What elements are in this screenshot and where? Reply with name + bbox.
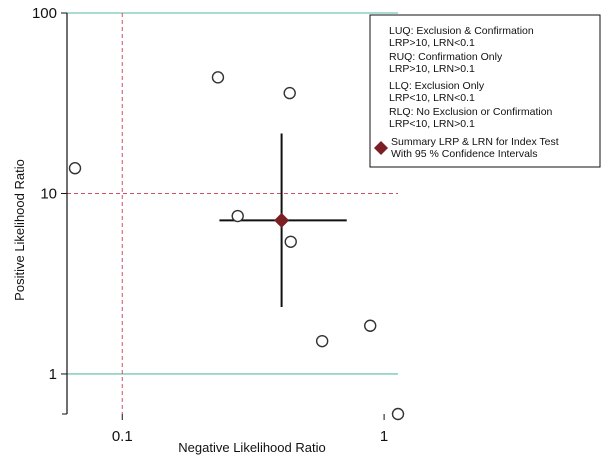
legend-ruq-rule: LRP>10, LRN>0.1	[389, 63, 475, 75]
y-axis-title: Positive Likelihood Ratio	[12, 159, 27, 301]
study-point-6	[315, 334, 329, 348]
x-axis-ticks: 0.1 1	[112, 414, 388, 445]
study-point-4	[231, 209, 244, 223]
study-point-2	[211, 71, 225, 84]
legend-summary-line1: Summary LRP & LRN for Index Test	[391, 136, 559, 148]
y-tick-label-10: 10	[40, 185, 57, 202]
reference-lines	[67, 12, 398, 414]
legend-box	[369, 14, 601, 168]
diamond-icon	[374, 141, 388, 155]
y-axis-ticks: 1 10 100	[32, 5, 67, 415]
legend-rlq-title: RLQ: No Exclusion or Confirmation	[389, 106, 553, 118]
study-point-5	[284, 235, 297, 248]
y-tick-label-100: 100	[32, 5, 57, 22]
legend-llq-rule: LRP<10, LRN<0.1	[389, 92, 475, 104]
legend-summary-line2: With 95 % Confidence Intervals	[391, 148, 538, 160]
legend-luq-title: LUQ: Exclusion & Confirmation	[389, 25, 534, 37]
x-axis-title: Negative Likelihood Ratio	[178, 440, 325, 455]
study-point-3	[283, 86, 296, 100]
x-tick-label-0.1: 0.1	[112, 428, 133, 445]
legend-rlq-rule: LRP<10, LRN>0.1	[389, 118, 475, 130]
legend-luq-rule: LRP>10, LRN<0.1	[389, 37, 475, 49]
x-tick-label-1: 1	[380, 428, 388, 445]
study-point-7	[364, 319, 377, 332]
legend-llq-title: LLQ: Exclusion Only	[389, 80, 485, 92]
legend-ruq-title: RUQ: Confirmation Only	[389, 51, 503, 63]
legend: LUQ: Exclusion & Confirmation LRP>10, LR…	[369, 14, 601, 168]
study-points	[68, 71, 405, 421]
study-point-1	[68, 162, 82, 175]
summary-diamond	[274, 212, 290, 228]
study-point-8	[391, 407, 405, 421]
y-tick-label-1: 1	[49, 366, 57, 383]
